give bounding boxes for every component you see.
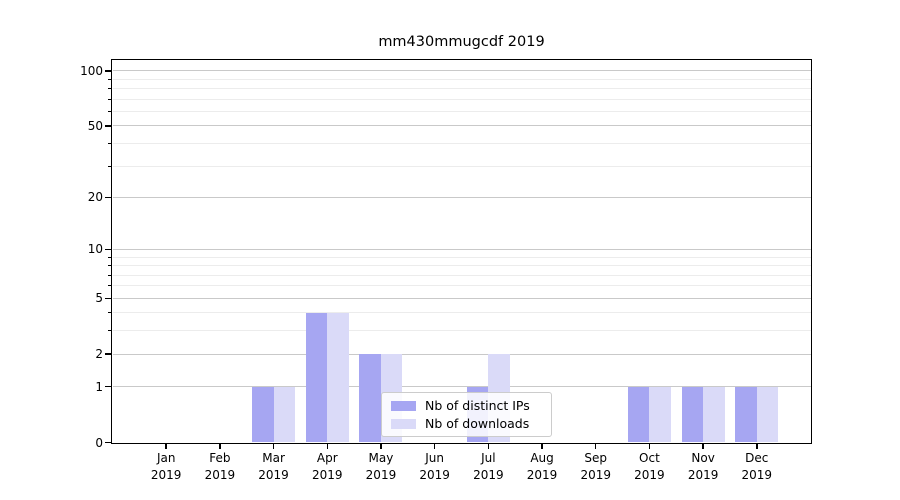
- gridline-minor: [112, 111, 811, 113]
- y-tick-label: 50: [87, 118, 103, 133]
- x-tick-mark: [594, 444, 597, 449]
- chart-title: mm430mmugcdf 2019: [378, 34, 545, 50]
- gridline-minor: [112, 256, 811, 258]
- bar-distinct-ips: [627, 386, 650, 443]
- gridline-major: [112, 386, 811, 388]
- y-tick-mark: [105, 297, 111, 299]
- x-tick-label: Dec 2019: [741, 451, 773, 482]
- gridline-major: [112, 297, 811, 299]
- x-tick-label: Feb 2019: [204, 451, 236, 482]
- y-tick-label: 1: [95, 379, 103, 394]
- bar-downloads: [756, 386, 779, 443]
- legend-label-distinct-ips: Nb of distinct IPs: [425, 398, 530, 413]
- gridline-minor: [112, 98, 811, 100]
- x-tick-mark: [487, 444, 490, 449]
- x-tick-mark: [326, 444, 329, 449]
- x-tick-mark: [541, 444, 543, 449]
- bar-distinct-ips: [252, 386, 274, 443]
- gridline-major: [112, 125, 811, 127]
- x-tick-mark: [702, 444, 704, 449]
- x-tick-label: Oct 2019: [634, 451, 665, 482]
- legend-swatch-downloads-icon: [391, 418, 416, 429]
- gridline-minor: [112, 78, 811, 80]
- y-minor-tick-mark: [108, 285, 111, 287]
- x-tick-mark: [380, 444, 382, 449]
- x-tick-mark: [433, 444, 436, 449]
- legend: Nb of distinct IPs Nb of downloads: [381, 392, 552, 437]
- y-minor-tick-mark: [108, 265, 111, 267]
- y-tick-label: 10: [87, 242, 103, 257]
- y-tick-mark: [105, 70, 111, 72]
- y-minor-tick-mark: [108, 274, 111, 276]
- bar-distinct-ips: [681, 386, 704, 443]
- gridline-minor: [112, 88, 811, 90]
- gridline-minor: [112, 165, 811, 167]
- y-minor-tick-mark: [108, 165, 111, 167]
- gridline-minor: [112, 312, 811, 314]
- y-minor-tick-mark: [108, 312, 111, 314]
- gridline-major: [112, 248, 811, 250]
- gridline-minor: [112, 330, 811, 332]
- x-tick-mark: [272, 444, 275, 449]
- gridline-minor: [112, 274, 811, 276]
- x-tick-label: Jun 2019: [419, 451, 450, 482]
- y-tick-mark: [105, 125, 111, 127]
- y-tick-label: 20: [87, 190, 103, 205]
- gridline-major: [112, 70, 811, 72]
- x-tick-mark: [165, 444, 167, 449]
- gridline-minor: [112, 285, 811, 287]
- y-minor-tick-mark: [108, 98, 111, 100]
- x-tick-label: Mar 2019: [258, 451, 289, 482]
- y-minor-tick-mark: [108, 256, 111, 258]
- x-tick-label: Jul 2019: [473, 451, 504, 482]
- bar-distinct-ips: [735, 386, 757, 443]
- y-tick-mark: [105, 196, 111, 199]
- gridline-major: [112, 353, 811, 355]
- y-tick-label: 0: [95, 435, 103, 450]
- legend-item-distinct-ips: Nb of distinct IPs: [391, 398, 542, 413]
- y-tick-mark: [105, 353, 111, 355]
- bar-distinct-ips: [305, 312, 328, 443]
- y-minor-tick-mark: [108, 143, 111, 145]
- x-tick-label: May 2019: [365, 451, 397, 482]
- x-tick-label: Apr 2019: [311, 451, 343, 482]
- bar-downloads: [327, 312, 349, 443]
- legend-label-downloads: Nb of downloads: [425, 416, 530, 431]
- bar-distinct-ips: [359, 354, 381, 443]
- legend-swatch-distinct-ips-icon: [391, 400, 416, 411]
- y-minor-tick-mark: [108, 88, 111, 90]
- gridline-minor: [112, 265, 811, 267]
- x-tick-mark: [756, 444, 758, 449]
- bar-downloads: [649, 386, 671, 443]
- gridline-minor: [112, 143, 811, 145]
- x-tick-label: Aug 2019: [526, 451, 558, 482]
- x-tick-mark: [648, 444, 651, 449]
- y-tick-mark: [105, 385, 111, 388]
- bar-downloads: [273, 386, 296, 443]
- x-tick-label: Jan 2019: [150, 451, 182, 482]
- y-tick-label: 5: [95, 291, 103, 306]
- x-tick-label: Sep 2019: [580, 451, 611, 482]
- bar-downloads: [703, 386, 725, 443]
- y-tick-mark: [105, 248, 111, 251]
- gridline-major: [112, 196, 811, 198]
- y-tick-label: 100: [80, 63, 103, 78]
- x-tick-mark: [219, 444, 221, 449]
- y-minor-tick-mark: [108, 330, 111, 332]
- y-minor-tick-mark: [108, 78, 111, 80]
- y-minor-tick-mark: [108, 111, 111, 113]
- x-tick-label: Nov 2019: [687, 451, 719, 482]
- y-tick-mark: [105, 441, 111, 444]
- y-tick-label: 2: [95, 347, 103, 362]
- legend-item-downloads: Nb of downloads: [391, 416, 542, 431]
